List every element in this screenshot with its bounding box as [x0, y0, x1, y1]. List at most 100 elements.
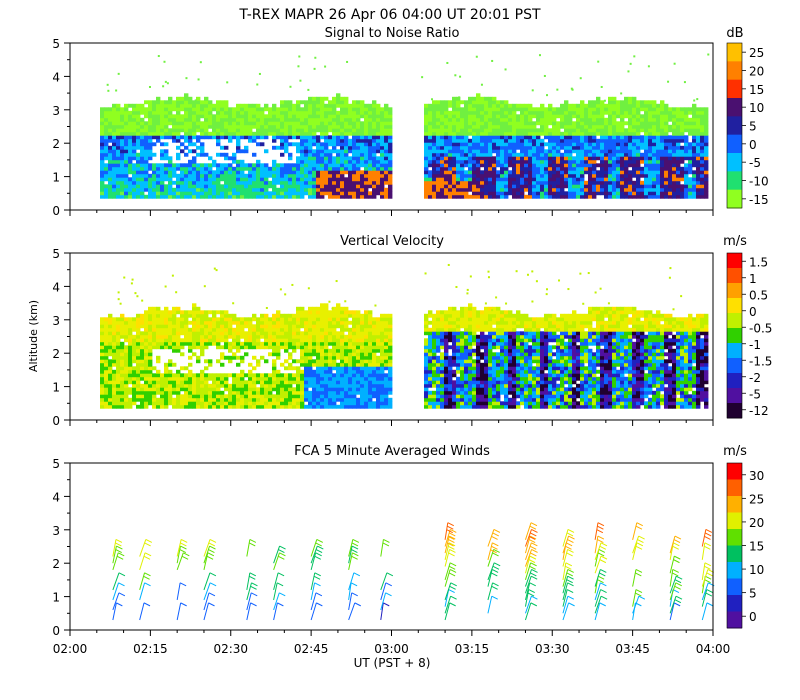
field-cell: [668, 177, 673, 182]
field-cell: [236, 159, 241, 164]
field-cell: [512, 142, 517, 147]
field-cell: [224, 177, 229, 182]
field-cell: [308, 149, 313, 154]
field-cell: [136, 383, 141, 388]
field-cell: [628, 131, 633, 136]
field-cell: [552, 149, 557, 154]
field-cell: [668, 194, 673, 199]
field-cell: [104, 397, 109, 402]
field-cell: [696, 124, 701, 129]
field-cell: [168, 117, 173, 122]
field-cell: [148, 152, 153, 157]
field-cell: [648, 152, 653, 157]
field-cell: [104, 401, 109, 406]
field-cell: [300, 117, 305, 122]
field-cell: [572, 177, 577, 182]
field-cell: [640, 117, 645, 122]
field-cell: [188, 142, 193, 147]
field-cell: [284, 177, 289, 182]
field-cell: [440, 121, 445, 126]
field-cell: [268, 320, 273, 325]
field-cell: [248, 376, 253, 381]
field-cell: [628, 187, 633, 192]
field-cell: [316, 149, 321, 154]
field-cell: [536, 107, 541, 112]
field-cell: [524, 149, 529, 154]
field-cell: [272, 103, 277, 108]
field-cell: [292, 327, 297, 332]
field-cell: [448, 121, 453, 126]
field-cell: [672, 194, 677, 199]
field-cell: [372, 145, 377, 150]
field-cell: [488, 124, 493, 129]
field-cell: [564, 159, 569, 164]
field-cell: [296, 324, 301, 329]
field-cell: [112, 170, 117, 175]
field-cell: [136, 142, 141, 147]
colorbar-tick-label: -5: [749, 156, 761, 170]
field-cell: [488, 100, 493, 105]
field-cell: [112, 121, 117, 126]
field-cell: [576, 163, 581, 168]
field-cell: [616, 187, 621, 192]
field-cell: [516, 187, 521, 192]
field-cell: [476, 170, 481, 175]
field-cell: [592, 156, 597, 161]
field-cell: [112, 334, 117, 339]
field-cell: [124, 383, 129, 388]
field-cell: [116, 121, 121, 126]
field-cell: [148, 149, 153, 154]
field-cell: [472, 121, 477, 126]
field-cell: [328, 138, 333, 143]
field-cell: [556, 166, 561, 171]
field-cell: [580, 107, 585, 112]
field-cell: [284, 331, 289, 336]
field-cell: [528, 191, 533, 196]
field-cell: [180, 149, 185, 154]
field-cell: [140, 324, 145, 329]
field-cell: [352, 177, 357, 182]
field-cell: [572, 103, 577, 108]
field-cell: [248, 187, 253, 192]
field-cell: [432, 180, 437, 185]
field-cell: [284, 397, 289, 402]
field-cell: [292, 345, 297, 350]
field-cell: [300, 163, 305, 168]
field-cell: [292, 173, 297, 178]
field-cell: [688, 142, 693, 147]
field-cell: [164, 166, 169, 171]
field-cell: [531, 89, 534, 92]
field-cell: [112, 131, 117, 136]
field-cell: [604, 124, 609, 129]
field-cell: [284, 338, 289, 343]
field-cell: [220, 163, 225, 168]
field-cell: [224, 327, 229, 332]
field-cell: [475, 55, 478, 58]
field-cell: [568, 156, 573, 161]
field-cell: [132, 317, 137, 322]
field-cell: [360, 142, 365, 147]
field-cell: [216, 135, 221, 140]
field-cell: [148, 334, 153, 339]
field-cell: [448, 128, 453, 133]
field-cell: [112, 324, 117, 329]
field-cell: [636, 184, 641, 189]
field-cell: [484, 191, 489, 196]
field-cell: [652, 177, 657, 182]
field-cell: [236, 187, 241, 192]
field-cell: [208, 404, 213, 409]
field-cell: [488, 163, 493, 168]
field-cell: [668, 187, 673, 192]
field-cell: [508, 121, 513, 126]
field-cell: [304, 117, 309, 122]
field-cell: [132, 166, 137, 171]
field-cell: [272, 383, 277, 388]
field-cell: [288, 324, 293, 329]
field-cell: [432, 121, 437, 126]
field-cell: [332, 187, 337, 192]
field-cell: [236, 131, 241, 136]
field-cell: [340, 114, 345, 119]
field-cell: [368, 124, 373, 129]
field-cell: [612, 121, 617, 126]
field-cell: [492, 194, 497, 199]
